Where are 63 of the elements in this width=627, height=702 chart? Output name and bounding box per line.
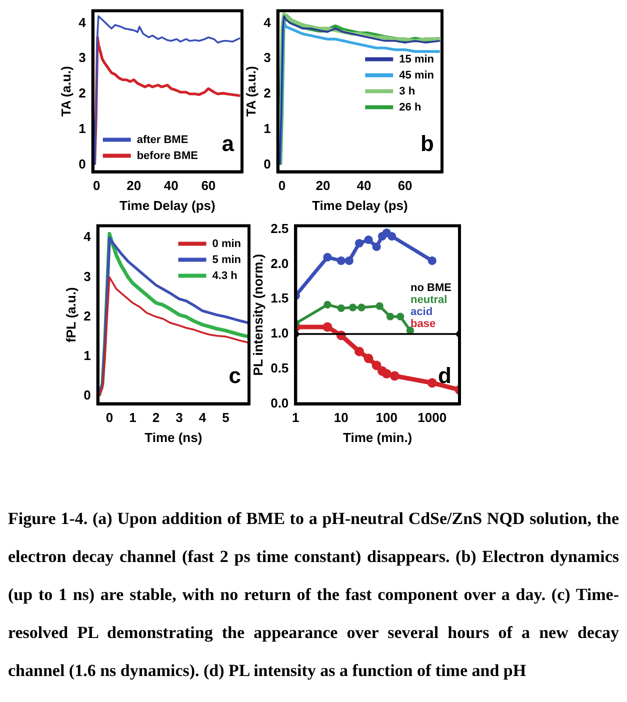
legend-label: 45 min	[399, 69, 434, 82]
x-axis-title: Time (min.)	[343, 430, 412, 445]
y-tick-label: 4	[78, 14, 87, 30]
x-axis-title: Time (ns)	[144, 430, 202, 445]
annotation: c	[228, 362, 241, 388]
annotation: b	[420, 130, 434, 156]
y-tick-label: 0.0	[270, 395, 289, 410]
x-tick-label: 0	[106, 410, 114, 426]
y-tick-label: 0	[78, 156, 86, 172]
x-tick-label: 3	[176, 410, 183, 426]
x-tick-label: 40	[356, 178, 372, 194]
legend-label: 3 h	[399, 85, 416, 98]
y-tick-label: 0	[84, 387, 91, 402]
y-axis-title: PL intensity (norm.)	[250, 254, 266, 376]
y-tick-label: 4	[84, 229, 92, 244]
legend-label: 0 min	[212, 238, 242, 250]
y-tick-label: 2	[264, 86, 271, 101]
text: acid	[410, 306, 433, 318]
y-tick-label: 2	[78, 86, 86, 101]
legend-label: 26 h	[399, 101, 422, 114]
x-tick-label: 40	[164, 178, 178, 194]
x-axis-title: Time Delay (ps)	[312, 198, 408, 213]
annotation: d	[438, 362, 452, 388]
y-tick-label: 0.5	[270, 360, 289, 376]
y-tick-label: 3	[84, 268, 91, 284]
text: base	[410, 318, 436, 330]
x-tick-label: 1	[292, 410, 300, 426]
x-tick-label: 4	[198, 410, 207, 426]
text: no BME	[410, 282, 452, 294]
x-tick-label: 20	[126, 178, 142, 194]
y-axis-title: TA (a.u.)	[58, 66, 74, 117]
y-tick-label: 1.5	[270, 290, 289, 306]
series-label: neutral	[410, 294, 448, 306]
y-tick-label: 4	[264, 14, 272, 30]
x-tick-label: 5	[222, 410, 230, 426]
x-tick-label: 60	[201, 178, 216, 194]
y-tick-label: 3	[78, 50, 86, 66]
legend-label: 4.3 h	[212, 270, 238, 282]
y-axis-title: fPL (a.u.)	[63, 287, 78, 342]
y-axis-title: TA (a.u.)	[243, 66, 258, 117]
y-tick-label: 0	[264, 156, 271, 172]
x-axis-title: Time Delay (ps)	[119, 198, 216, 213]
y-tick-label: 1.0	[270, 326, 289, 341]
x-tick-label: 100	[376, 410, 398, 426]
caption: Figure 1-4. (a) Upon addition of BME to a pH-neutral CdSe/ZnS NQD solution, the electron decay channel (fast 2 ps time constant) disappears. (b) Electron dynamics (up to 1 ns) are stable, with no return of the fast component over a day. (c) Time-resolved PL demonstrating the appearance over several hours of a new decay channel (1.6 ns dynamics). (d) PL intensity as a function of time and pH	[8, 508, 619, 682]
x-tick-label: 60	[398, 178, 412, 194]
legend-label: after BME	[136, 134, 188, 146]
x-tick-label: 2	[152, 410, 160, 426]
annotation: a	[222, 130, 235, 156]
y-tick-label: 1	[264, 120, 271, 136]
y-tick-label: 2	[84, 308, 91, 324]
y-tick-label: 3	[264, 50, 271, 66]
x-tick-label: 20	[316, 178, 330, 194]
legend-label: 5 min	[212, 254, 242, 266]
y-tick-label: 1	[84, 348, 91, 363]
y-tick-label: 2.5	[270, 220, 289, 236]
x-tick-label: 10	[334, 410, 348, 426]
x-tick-label: 1	[129, 410, 136, 426]
x-tick-label: 1000	[418, 410, 447, 426]
y-tick-label: 1	[78, 120, 86, 136]
y-tick-label: 2.0	[270, 256, 289, 271]
legend-label: 15 min	[399, 53, 434, 66]
legend-label: before BME	[136, 150, 198, 162]
